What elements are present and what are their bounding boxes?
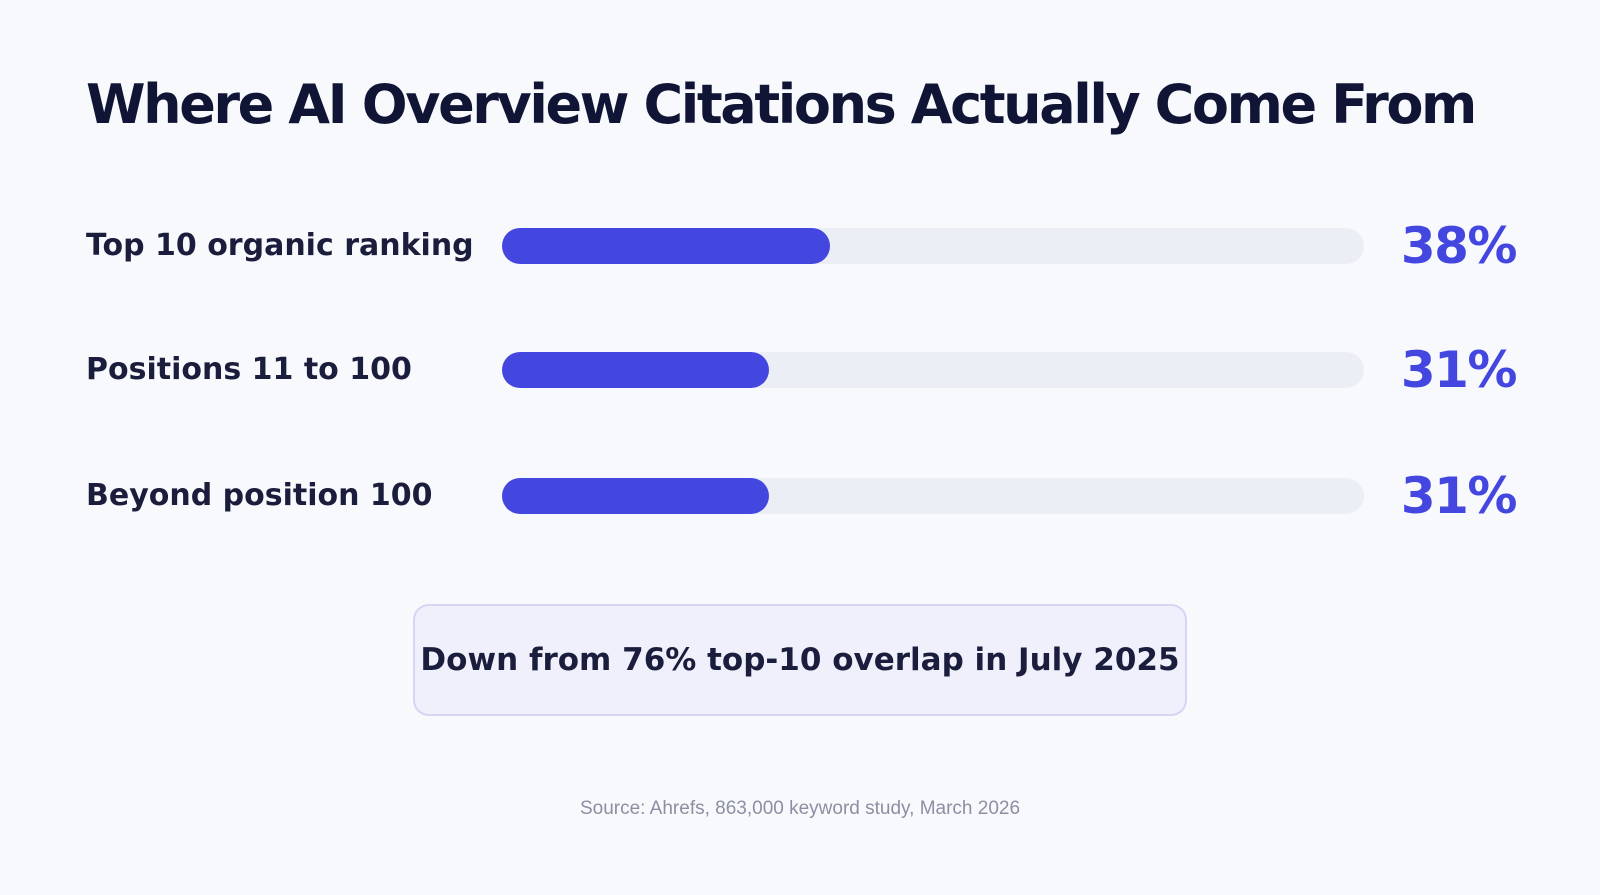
callout-text: Down from 76% top-10 overlap in July 202… xyxy=(420,642,1180,678)
value-label: 31% xyxy=(1400,467,1518,525)
bar-row: Positions 11 to 100 31% xyxy=(0,330,1600,410)
value-label: 38% xyxy=(1400,217,1518,275)
bar-track xyxy=(502,478,1364,514)
category-label: Top 10 organic ranking xyxy=(86,228,474,263)
bar xyxy=(502,228,830,264)
value-label: 31% xyxy=(1400,341,1518,399)
category-label: Positions 11 to 100 xyxy=(86,352,412,387)
bar-track xyxy=(502,228,1364,264)
bar xyxy=(502,352,770,388)
bar-row: Beyond position 100 31% xyxy=(0,456,1600,536)
bar-chart: Top 10 organic ranking 38% Positions 11 to… xyxy=(0,206,1600,536)
bar xyxy=(502,478,770,514)
category-label: Beyond position 100 xyxy=(86,478,433,513)
callout-box: Down from 76% top-10 overlap in July 202… xyxy=(413,604,1187,716)
bar-track xyxy=(502,352,1364,388)
bar-row: Top 10 organic ranking 38% xyxy=(0,206,1600,286)
chart-title: Where AI Overview Citations Actually Com… xyxy=(86,73,1477,136)
source-note: Source: Ahrefs, 863,000 keyword study, M… xyxy=(579,798,1021,819)
